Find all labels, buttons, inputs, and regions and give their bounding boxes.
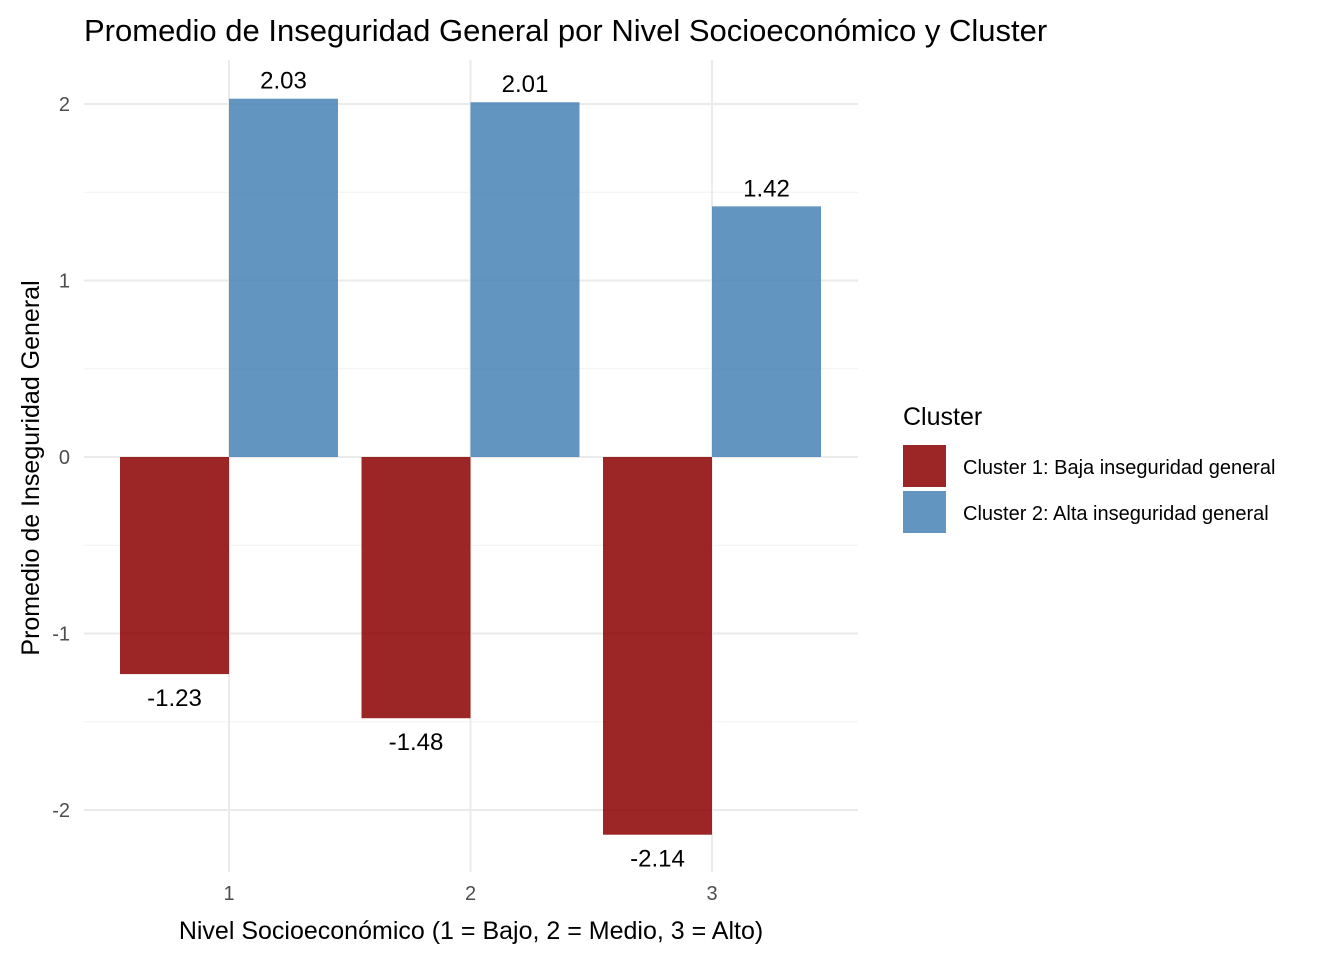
chart-title: Promedio de Inseguridad General por Nive… — [84, 13, 1047, 48]
y-axis-label: Promedio de Inseguridad General — [17, 280, 45, 655]
y-tick-label: -2 — [52, 800, 70, 822]
legend-label-1: Cluster 1: Baja inseguridad general — [963, 457, 1275, 479]
data-label: 2.01 — [502, 71, 549, 98]
data-label: -2.14 — [630, 846, 685, 873]
data-labels: -1.23 -1.48 -2.14 2.03 2.01 1.42 — [147, 68, 790, 873]
bar-1-1 — [120, 457, 229, 675]
bar-1-3 — [603, 457, 712, 835]
x-axis-ticks: 1 2 3 — [223, 883, 717, 905]
y-tick-label: 2 — [59, 94, 70, 116]
x-tick-label: 3 — [706, 883, 717, 905]
y-tick-label: 1 — [59, 271, 70, 293]
data-label: -1.23 — [147, 685, 202, 712]
legend-title: Cluster — [903, 403, 982, 431]
bar-1-2 — [361, 457, 471, 719]
legend-label-2: Cluster 2: Alta inseguridad general — [963, 503, 1269, 525]
y-tick-label: -1 — [52, 624, 70, 646]
y-tick-label: 0 — [59, 447, 70, 469]
data-label: 2.03 — [260, 68, 307, 95]
legend: Cluster Cluster 1: Baja inseguridad gene… — [903, 403, 1275, 533]
x-axis-label: Nivel Socioeconómico (1 = Bajo, 2 = Medi… — [179, 917, 763, 945]
legend-key-1 — [903, 445, 946, 487]
bar-2-2 — [470, 102, 580, 458]
legend-key-2 — [903, 491, 946, 533]
x-tick-label: 1 — [223, 883, 234, 905]
data-label: 1.42 — [743, 175, 790, 202]
bars — [120, 98, 821, 835]
y-axis-ticks: -2 -1 0 1 2 — [52, 94, 70, 822]
data-label: -1.48 — [389, 729, 444, 756]
bar-2-3 — [712, 206, 821, 457]
x-tick-label: 2 — [465, 883, 476, 905]
bar-2-1 — [229, 98, 338, 457]
